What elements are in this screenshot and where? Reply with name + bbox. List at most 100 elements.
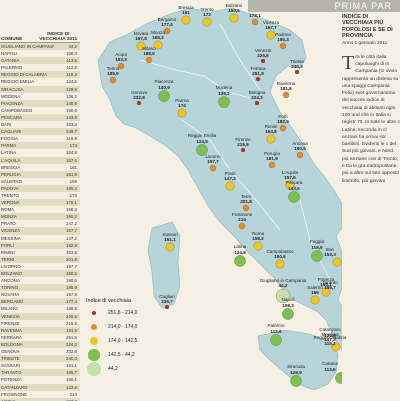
city-marker bbox=[163, 27, 171, 35]
city-label: Terni 201,8 bbox=[240, 194, 252, 205]
legend-item: 142,5 - 44,2 bbox=[86, 348, 206, 362]
row-indice: 136,2 bbox=[66, 93, 77, 99]
row-comune: ACQUI bbox=[0, 398, 54, 401]
row-indice: 190,6 bbox=[66, 278, 77, 284]
table-row: GENOVA 232,8 bbox=[0, 348, 80, 355]
table-row: PESCARA 143,6 bbox=[0, 113, 80, 122]
legend-item: 251,8 - 214,0 bbox=[86, 306, 206, 320]
row-comune: REGGIO DI CALABRIA bbox=[1, 72, 48, 78]
row-indice: 240,3 bbox=[66, 356, 77, 362]
city-marker bbox=[288, 191, 300, 203]
city-marker bbox=[311, 250, 323, 262]
city-label: Bolzano 150,5 bbox=[225, 2, 243, 13]
row-indice: 167,7 bbox=[66, 228, 77, 234]
row-comune: BOLOGNA bbox=[1, 341, 23, 347]
row-comune: TERNI bbox=[1, 256, 15, 262]
row-indice: 161 bbox=[69, 164, 77, 170]
row-indice: 201,8 bbox=[66, 256, 77, 262]
table-row: RIMINI 163,8 bbox=[0, 249, 80, 256]
city-marker bbox=[196, 144, 208, 156]
city-label: Milano 188,9 bbox=[142, 46, 156, 57]
row-comune: GENOVA bbox=[1, 349, 20, 355]
row-comune: LIVORNO bbox=[1, 263, 21, 269]
city-label: Messina 147,2 bbox=[321, 331, 339, 342]
table-row: CATANZARO 122,6 bbox=[0, 383, 80, 391]
row-indice: 147,2 bbox=[66, 235, 77, 241]
row-comune: GIUGLIANO IN CAMPANIA bbox=[1, 44, 54, 49]
city-label: Forlì 182,9 bbox=[277, 114, 289, 125]
row-comune: FOGGIA bbox=[1, 136, 19, 142]
city-marker bbox=[209, 164, 217, 172]
row-indice: 150,6 bbox=[66, 107, 77, 113]
city-label: Monza 165,3 bbox=[151, 29, 165, 40]
legend: Indice di vecchiaia 251,8 - 214,0 214,0 -… bbox=[86, 298, 206, 376]
city-marker bbox=[294, 69, 300, 75]
row-comune: ROMA bbox=[1, 207, 15, 213]
row-comune: MONZA bbox=[1, 214, 17, 220]
row-comune: RAVENNA bbox=[1, 327, 22, 333]
row-indice: 155,7 bbox=[66, 370, 77, 376]
city-marker bbox=[335, 372, 342, 384]
city-label: Prato 147,2 bbox=[224, 170, 236, 181]
city-marker bbox=[181, 15, 191, 25]
city-label: Ravenna 181,6 bbox=[276, 81, 296, 92]
row-indice: 195,3 bbox=[66, 185, 77, 191]
row-comune: MILANO bbox=[1, 306, 18, 312]
row-indice: 188,9 bbox=[66, 306, 77, 312]
legend-item: 214,0 - 174,0 bbox=[86, 320, 206, 334]
city-marker bbox=[282, 91, 290, 99]
table-row: SIRACUSA 129,9 bbox=[0, 85, 80, 93]
row-comune: TARANTO bbox=[1, 370, 22, 376]
city-marker bbox=[266, 30, 276, 40]
legend-label: 251,8 - 214,0 bbox=[108, 310, 138, 316]
col-header-indice: INDICE DI VECCHIAIA 2011 bbox=[39, 32, 78, 42]
row-indice: 112,6 bbox=[66, 65, 77, 71]
row-indice: 153,3 bbox=[66, 122, 77, 128]
city-label: L'Aquila 157,6 bbox=[281, 169, 299, 180]
city-marker bbox=[117, 62, 125, 70]
row-indice: 174 bbox=[69, 143, 77, 149]
row-indice: 143,6 bbox=[66, 114, 77, 120]
city-label: Acqui 193,3 bbox=[115, 52, 127, 63]
row-comune: LATINA bbox=[1, 150, 17, 156]
row-comune: CAGLIARI bbox=[1, 129, 22, 135]
legend-item: 174,0 - 142,5 bbox=[86, 334, 206, 348]
city-label: Roma 158,3 bbox=[251, 230, 265, 241]
table-row: ANCONA 190,6 bbox=[0, 277, 80, 284]
row-comune: PESCARA bbox=[1, 114, 22, 120]
row-indice: 182,9 bbox=[66, 242, 77, 248]
table-row: CAGLIARI 239,7 bbox=[0, 128, 80, 136]
city-label: Palermo 112,6 bbox=[267, 323, 285, 334]
city-label: Campobasso 150,6 bbox=[266, 248, 294, 259]
row-indice: 173 bbox=[69, 192, 77, 198]
table-row: PALERMO 112,6 bbox=[0, 64, 80, 71]
row-comune: SALERNO bbox=[1, 178, 22, 184]
row-indice: 214 bbox=[69, 391, 77, 397]
row-indice: 225,6 bbox=[66, 313, 77, 319]
legend-swatch bbox=[92, 311, 96, 315]
city-label: Piacenza 140,9 bbox=[154, 79, 174, 90]
table-row: BOLZANO 150,5 bbox=[0, 270, 80, 278]
city-marker bbox=[285, 180, 295, 190]
city-marker bbox=[275, 259, 285, 269]
map-area: Torino 185,9 Acqui 193,3 Novara 167,8 Monza 165… bbox=[80, 0, 346, 401]
table-row: FROSINONE 214 bbox=[0, 391, 80, 398]
table-row: RAVENNA 181,6 bbox=[0, 326, 80, 334]
section-header: PRIMA PAR bbox=[248, 0, 400, 12]
table-row: PIACENZA 140,9 bbox=[0, 99, 80, 107]
city-marker bbox=[225, 181, 235, 191]
city-marker bbox=[229, 13, 239, 23]
row-indice: 224,3 bbox=[66, 341, 77, 347]
city-marker bbox=[254, 100, 260, 106]
row-indice: 193,3 bbox=[54, 398, 80, 401]
article-text: ra le città italia capoluoghi di in Camp… bbox=[342, 54, 400, 184]
city-label: Livorno 197,7 bbox=[205, 154, 221, 165]
city-label: Bari 153,3 bbox=[324, 246, 336, 257]
city-marker bbox=[202, 17, 212, 27]
table-row: BRESCIA 161 bbox=[0, 164, 80, 171]
table-row: TRIESTE 240,3 bbox=[0, 355, 80, 363]
row-comune: MESSINA bbox=[1, 235, 21, 241]
city-label: Napoli 108,3 bbox=[281, 297, 295, 308]
city-label: Ferrara 251,8 bbox=[250, 66, 266, 77]
table-row: MESSINA 147,2 bbox=[0, 235, 80, 242]
